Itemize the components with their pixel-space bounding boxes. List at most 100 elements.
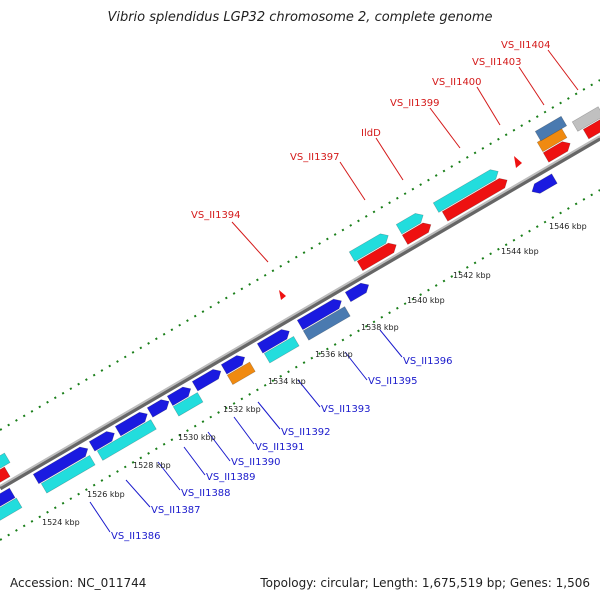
gene-label-vs-ii1403[interactable]: VS_II1403 xyxy=(472,57,522,68)
scale-label: 1536 kbp xyxy=(315,350,353,359)
gene-shape xyxy=(191,369,222,392)
gene-feature[interactable] xyxy=(0,466,11,487)
gene-feature[interactable] xyxy=(395,210,426,235)
gene-feature[interactable] xyxy=(0,452,11,473)
accession-text: Accession: NC_011744 xyxy=(10,576,147,590)
gene-marker[interactable] xyxy=(279,290,286,300)
gene-feature[interactable] xyxy=(296,296,344,331)
gene-feature[interactable] xyxy=(344,280,371,303)
gene-label-vs-ii1404[interactable]: VS_II1404 xyxy=(501,40,551,51)
gene-feature[interactable] xyxy=(114,409,150,437)
gene-label-vs-ii1390[interactable]: VS_II1390 xyxy=(231,457,281,468)
gene-shape xyxy=(441,178,508,222)
gene-label-vs-ii1387[interactable]: VS_II1387 xyxy=(151,505,201,516)
gene-shape xyxy=(356,242,397,272)
gene-shape xyxy=(432,169,499,213)
scale-label: 1534 kbp xyxy=(268,377,306,386)
scale-label: 1526 kbp xyxy=(87,490,125,499)
scale-label: 1546 kbp xyxy=(549,222,587,231)
gene-feature[interactable] xyxy=(146,397,172,418)
gene-shape xyxy=(220,355,246,375)
gene-shape xyxy=(96,419,157,461)
gene-feature[interactable] xyxy=(263,335,300,364)
scale-label: 1530 kbp xyxy=(178,433,216,442)
gene-shape xyxy=(0,452,11,473)
gene-label-ilad[interactable]: IldD xyxy=(361,128,381,139)
scale-label: 1542 kbp xyxy=(453,271,491,280)
gene-feature[interactable] xyxy=(88,428,117,452)
genome-stats-text: Topology: circular; Length: 1,675,519 bp… xyxy=(260,576,590,590)
gene-feature[interactable] xyxy=(226,361,256,385)
gene-shape xyxy=(0,487,16,509)
gene-feature[interactable] xyxy=(191,366,223,392)
gene-feature[interactable] xyxy=(256,326,292,354)
gene-feature[interactable] xyxy=(534,115,568,142)
scale-label: 1528 kbp xyxy=(133,461,171,470)
gene-feature[interactable] xyxy=(302,306,351,341)
gene-shape xyxy=(146,399,170,418)
gene-feature[interactable] xyxy=(166,384,193,406)
gene-shape xyxy=(172,392,204,417)
lower-gene-labels: VS_II1386 VS_II1387 VS_II1388 VS_II1389 … xyxy=(89,329,453,542)
gene-shape xyxy=(166,386,192,406)
gene-marker[interactable] xyxy=(514,156,522,168)
gene-shape xyxy=(256,329,290,354)
gene-shape xyxy=(531,173,558,194)
scale-label: 1544 kbp xyxy=(501,247,539,256)
gene-label-vs-ii1391[interactable]: VS_II1391 xyxy=(255,442,305,453)
gene-shape xyxy=(296,298,342,331)
gene-shape xyxy=(32,446,89,485)
gene-label-vs-ii1397[interactable]: VS_II1397 xyxy=(290,152,340,163)
gene-feature[interactable] xyxy=(40,454,96,494)
gene-shape xyxy=(542,141,571,163)
gene-label-vs-ii1399[interactable]: VS_II1399 xyxy=(390,98,440,109)
gene-feature[interactable] xyxy=(401,220,433,245)
gene-shape xyxy=(302,306,351,341)
gene-label-vs-ii1393[interactable]: VS_II1393 xyxy=(321,404,371,415)
gene-label-vs-ii1386[interactable]: VS_II1386 xyxy=(111,531,161,542)
gene-shape xyxy=(40,454,96,494)
gene-label-vs-ii1392[interactable]: VS_II1392 xyxy=(281,427,331,438)
gene-feature[interactable] xyxy=(0,497,23,523)
gene-feature[interactable] xyxy=(542,139,573,163)
scale-labels: 1524 kbp 1526 kbp 1528 kbp 1530 kbp 1532… xyxy=(42,222,587,527)
gene-shape xyxy=(263,335,300,364)
gene-shape xyxy=(0,497,23,523)
scale-label: 1540 kbp xyxy=(407,296,445,305)
map-title: Vibrio splendidus LGP32 chromosome 2, co… xyxy=(107,10,493,25)
gene-label-vs-ii1395[interactable]: VS_II1395 xyxy=(368,376,418,387)
gene-features xyxy=(0,106,600,523)
gene-label-vs-ii1394[interactable]: VS_II1394 xyxy=(191,210,241,221)
gene-feature[interactable] xyxy=(441,175,510,222)
gene-shape xyxy=(344,282,370,303)
gene-shape xyxy=(88,431,115,452)
gene-shape xyxy=(582,118,600,140)
gene-feature[interactable] xyxy=(96,419,157,461)
gene-shape xyxy=(534,115,568,142)
gene-shape xyxy=(0,466,11,487)
gene-feature[interactable] xyxy=(348,231,391,262)
gene-shape xyxy=(114,411,148,437)
gene-label-vs-ii1400[interactable]: VS_II1400 xyxy=(432,77,482,88)
gene-feature[interactable] xyxy=(432,167,501,213)
gene-label-vs-ii1389[interactable]: VS_II1389 xyxy=(206,472,256,483)
gene-feature[interactable] xyxy=(0,487,16,509)
gene-feature[interactable] xyxy=(571,106,600,132)
scale-label: 1524 kbp xyxy=(42,518,80,527)
gene-feature[interactable] xyxy=(172,392,204,417)
scale-label: 1532 kbp xyxy=(223,405,261,414)
upper-gene-labels: VS_II1394 VS_II1397 IldD VS_II1399 VS_II… xyxy=(191,40,579,263)
gene-shape xyxy=(395,213,424,235)
lower-dotted-track xyxy=(0,189,600,541)
gene-shape xyxy=(571,106,600,132)
gene-feature[interactable] xyxy=(582,118,600,140)
gene-feature[interactable] xyxy=(529,173,558,197)
gene-shape xyxy=(348,233,389,262)
gene-feature[interactable] xyxy=(32,444,90,485)
scale-label: 1538 kbp xyxy=(361,323,399,332)
gene-label-vs-ii1396[interactable]: VS_II1396 xyxy=(403,356,453,367)
gene-feature[interactable] xyxy=(220,352,247,375)
gene-label-vs-ii1388[interactable]: VS_II1388 xyxy=(181,488,231,499)
gene-feature[interactable] xyxy=(356,240,399,272)
